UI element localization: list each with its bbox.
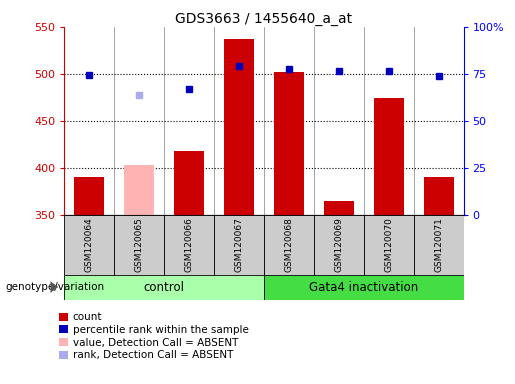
- Bar: [423, 177, 454, 215]
- Bar: [414, 215, 464, 275]
- Title: GDS3663 / 1455640_a_at: GDS3663 / 1455640_a_at: [176, 12, 352, 26]
- Bar: [324, 201, 354, 215]
- Bar: [364, 215, 414, 275]
- Bar: [374, 98, 404, 215]
- Bar: [64, 215, 114, 275]
- Polygon shape: [50, 281, 58, 293]
- Bar: [114, 215, 164, 275]
- Text: GSM120065: GSM120065: [135, 217, 144, 272]
- Text: GSM120069: GSM120069: [334, 217, 344, 272]
- Text: GSM120068: GSM120068: [284, 217, 294, 272]
- Text: GSM120071: GSM120071: [434, 217, 443, 272]
- Bar: [264, 215, 314, 275]
- Bar: [74, 177, 104, 215]
- Bar: [264, 275, 464, 300]
- Text: GSM120070: GSM120070: [384, 217, 393, 272]
- Text: Gata4 inactivation: Gata4 inactivation: [309, 281, 418, 293]
- Text: control: control: [144, 281, 185, 293]
- Text: GSM120064: GSM120064: [85, 217, 94, 272]
- Legend: count, percentile rank within the sample, value, Detection Call = ABSENT, rank, : count, percentile rank within the sample…: [59, 313, 249, 360]
- Text: GSM120067: GSM120067: [234, 217, 244, 272]
- Bar: [224, 39, 254, 215]
- Bar: [64, 275, 264, 300]
- Bar: [314, 215, 364, 275]
- Text: genotype/variation: genotype/variation: [5, 282, 104, 292]
- Bar: [124, 165, 154, 215]
- Text: GSM120066: GSM120066: [184, 217, 194, 272]
- Bar: [274, 72, 304, 215]
- Bar: [214, 215, 264, 275]
- Bar: [164, 215, 214, 275]
- Bar: [174, 151, 204, 215]
